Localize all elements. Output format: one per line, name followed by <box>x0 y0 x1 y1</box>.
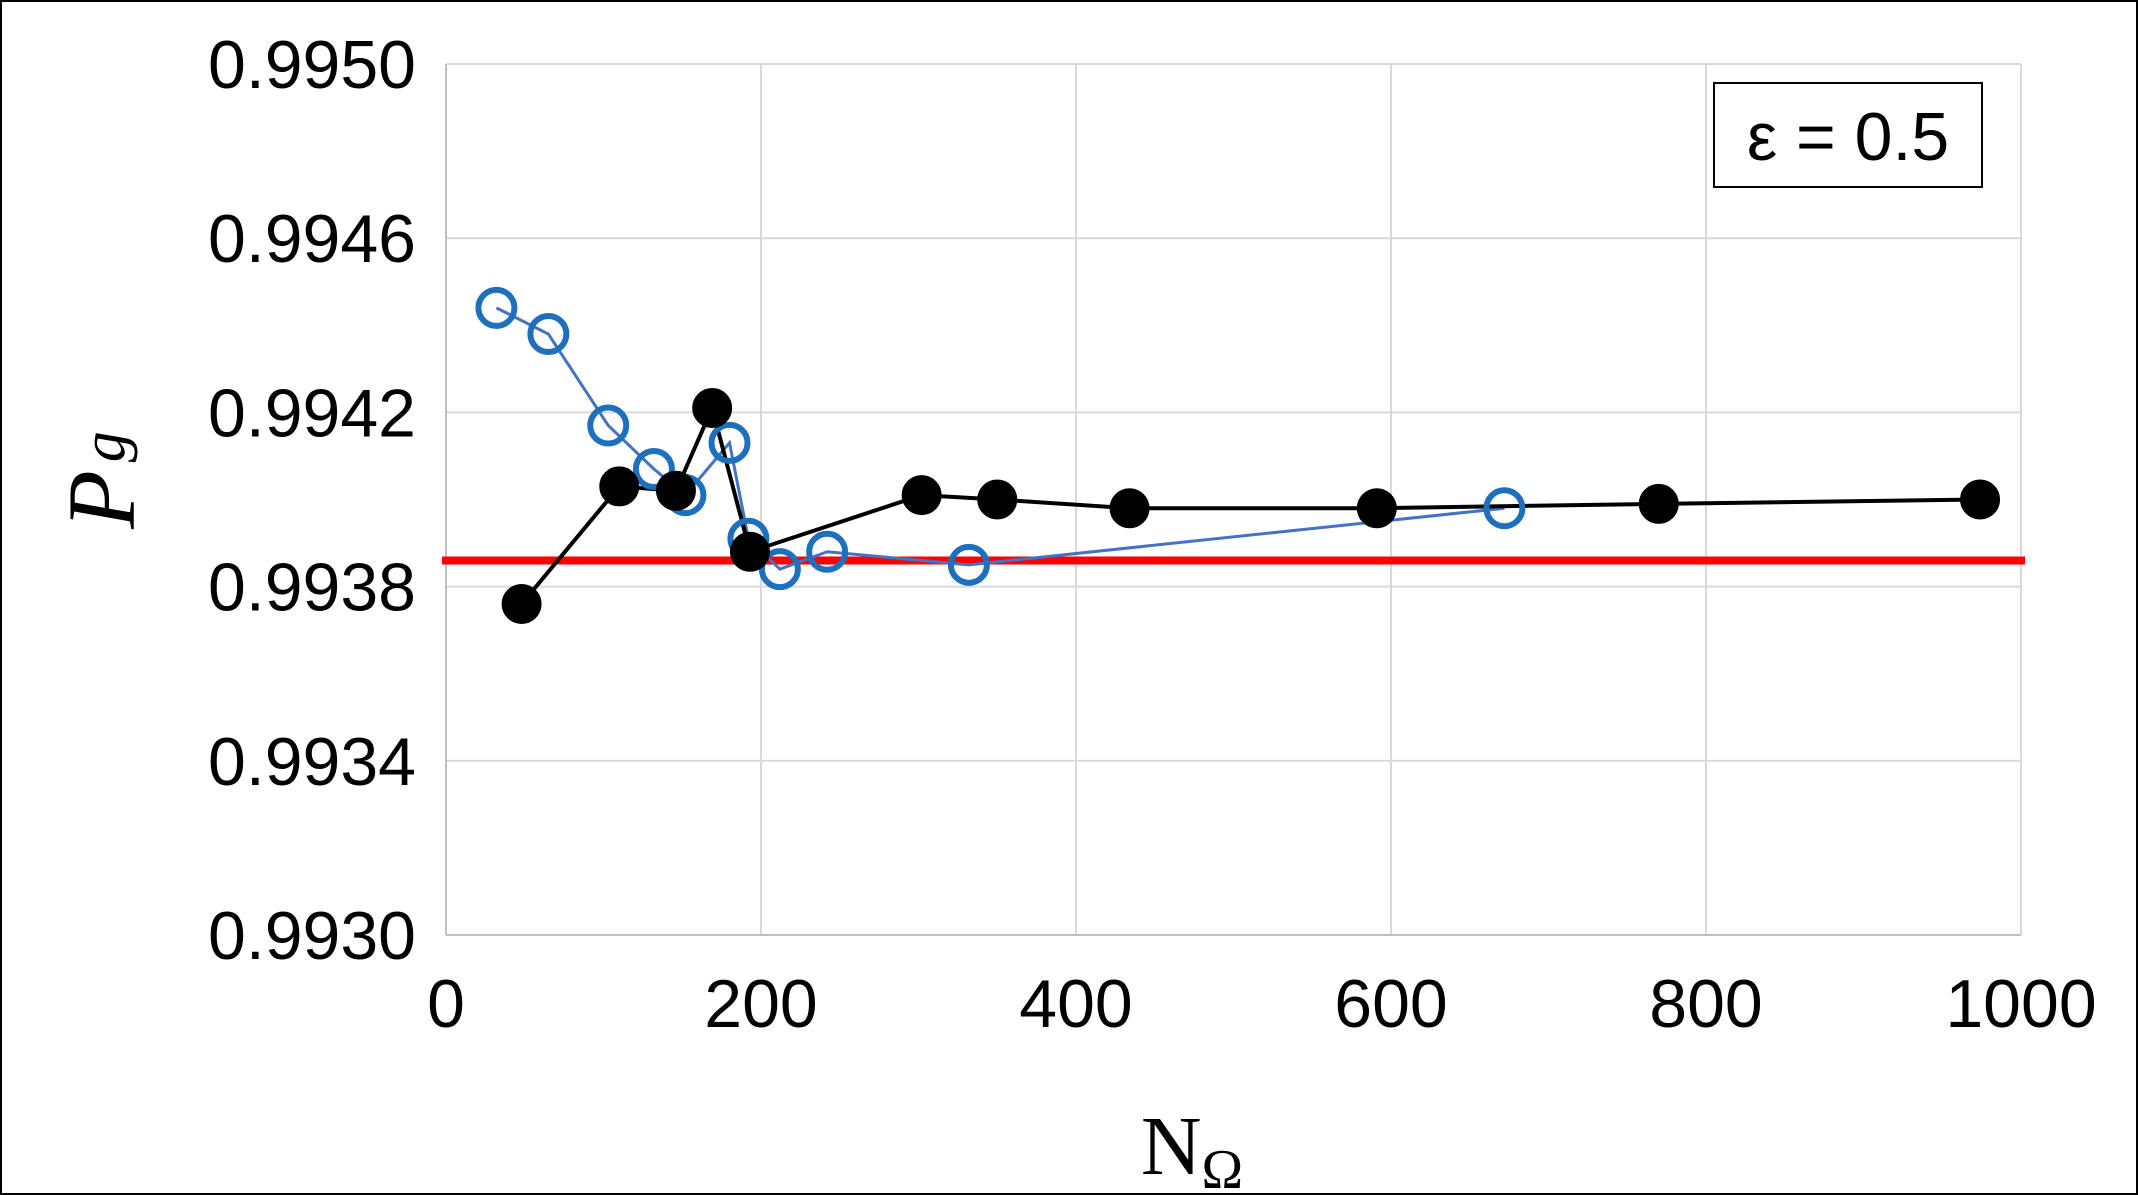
series-2-point <box>599 466 640 507</box>
x-tick-label: 400 <box>1019 966 1132 1042</box>
series-2-point <box>692 388 733 429</box>
series-2-point <box>977 479 1018 520</box>
series-1-point <box>587 404 630 447</box>
series-1-point <box>1483 487 1526 530</box>
y-tick-label: 0.9946 <box>208 201 416 277</box>
axes <box>445 64 2021 936</box>
series-1-point <box>758 548 801 591</box>
series-1-line <box>495 306 1505 571</box>
series-1-point <box>475 286 518 329</box>
x-tick-label: 600 <box>1334 966 1447 1042</box>
y-tick-label: 0.9938 <box>208 550 416 626</box>
x-tick-label: 800 <box>1649 966 1762 1042</box>
series-2-point <box>729 531 770 572</box>
x-tick-label: 0 <box>427 966 465 1042</box>
series-2-point <box>655 470 696 511</box>
x-tick-label: 1000 <box>1945 966 2096 1042</box>
annotation-text: ε = 0.5 <box>1747 99 1949 175</box>
y-tick-label: 0.9930 <box>208 898 416 974</box>
y-tick-label: 0.9942 <box>208 375 416 451</box>
series-2-point <box>901 475 942 516</box>
series-2-point <box>1638 483 1679 524</box>
series-1-point <box>947 543 990 586</box>
series-1-point <box>708 421 751 464</box>
series-1-point <box>527 313 570 356</box>
series-2-point <box>1109 488 1150 529</box>
tick-labels: 0.9930 0.9934 0.9938 0.9942 0.9946 0.9950 0 200… <box>208 27 2097 1042</box>
annotation-box: ε = 0.5 <box>1713 82 1983 188</box>
y-tick-label: 0.9934 <box>208 724 416 800</box>
series-1-point <box>632 448 675 491</box>
series-2-point <box>501 584 542 625</box>
y-axis-title: Pg <box>48 431 155 530</box>
series-1-point <box>806 530 849 573</box>
series-2-point <box>1960 479 2001 520</box>
x-axis-title: NΩ <box>1141 1100 1243 1193</box>
series-2-point <box>1356 488 1397 529</box>
y-tick-label: 0.9950 <box>208 27 416 103</box>
x-tick-label: 200 <box>704 966 817 1042</box>
series-layer <box>475 286 2001 625</box>
